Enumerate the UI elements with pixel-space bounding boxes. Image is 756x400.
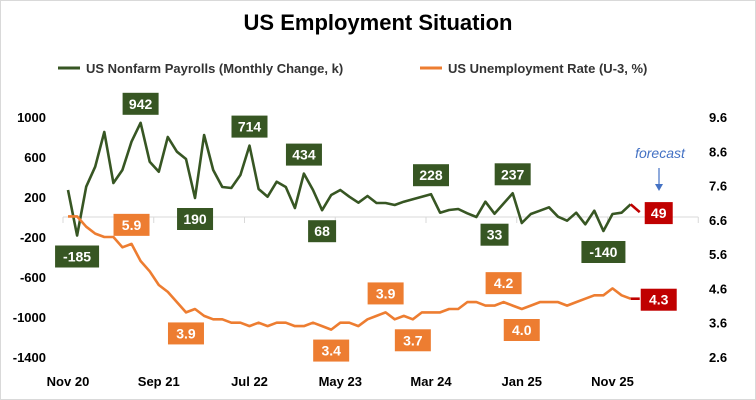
unemployment-data-label-box (313, 339, 350, 362)
forecast-arrow (655, 168, 663, 191)
unemployment-data-label-box (394, 329, 431, 352)
unemployment-data-label: 4.0 (503, 319, 540, 341)
unemployment-data-label-text: 4.2 (494, 275, 514, 291)
payrolls-data-label-box (177, 208, 214, 230)
unemployment-data-label: 4.2 (485, 272, 522, 295)
left-tick-label: -600 (20, 270, 46, 285)
unemployment-data-label: 3.9 (167, 322, 204, 345)
left-tick-label: 200 (24, 190, 46, 205)
left-tick-label: -200 (20, 230, 46, 245)
unemployment-data-label-text: 3.9 (376, 285, 396, 301)
arrow-down-icon (655, 184, 663, 191)
payrolls-data-label: 434 (285, 143, 322, 166)
x-tick-label: Nov 20 (47, 374, 90, 389)
payrolls-data-label-text: 68 (314, 223, 330, 239)
payrolls-data-label-text: 228 (419, 167, 443, 183)
unemployment-data-label-box (485, 272, 522, 295)
forecast-annotation: forecast (635, 145, 686, 161)
right-tick-label: 8.6 (709, 144, 727, 159)
right-tick-label: 5.6 (709, 247, 727, 262)
chart-title: US Employment Situation (244, 10, 513, 35)
payrolls-data-label-box (55, 245, 100, 268)
unemployment-forecast-label-text: 4.3 (649, 292, 669, 308)
payrolls-data-label-box (480, 223, 509, 246)
unemployment-data-label: 3.4 (313, 339, 350, 362)
x-tick-label: Mar 24 (410, 374, 452, 389)
payrolls-data-label: 237 (494, 163, 531, 186)
legend: US Nonfarm Payrolls (Monthly Change, k) … (58, 61, 647, 76)
unemployment-data-label-text: 3.7 (403, 332, 423, 348)
payrolls-data-label-text: -185 (63, 249, 91, 265)
payrolls-data-label: -140 (581, 241, 626, 263)
right-tick-label: 4.6 (709, 281, 727, 296)
left-tick-label: 1000 (17, 110, 46, 125)
payrolls-data-label: 942 (122, 92, 159, 115)
unemployment-data-label-text: 3.9 (176, 325, 196, 341)
unemployment-data-label-text: 5.9 (122, 217, 142, 233)
payrolls-forecast-label-box (644, 202, 673, 225)
payrolls-data-label-text: 33 (487, 227, 503, 243)
x-tick-label: Sep 21 (138, 374, 180, 389)
payrolls-data-label-text: 714 (238, 119, 262, 135)
unemployment-data-label: 3.7 (394, 329, 431, 352)
left-tick-label: -1000 (13, 310, 46, 325)
left-tick-label: -1400 (13, 350, 46, 365)
unemployment-data-label-text: 3.4 (321, 343, 341, 359)
payrolls-forecast-segment (629, 203, 641, 214)
right-tick-label: 6.6 (709, 213, 727, 228)
payrolls-data-label-box (231, 115, 268, 138)
payrolls-data-label: -185 (55, 245, 100, 268)
payrolls-data-label: 190 (177, 208, 214, 230)
unemployment-forecast-label: 4.3 (640, 288, 677, 311)
unemployment-data-label: 3.9 (367, 282, 404, 305)
payrolls-data-label-text: -140 (589, 244, 617, 260)
payrolls-data-label-box (122, 92, 159, 115)
payrolls-data-label: 714 (231, 115, 268, 138)
x-tick-label: May 23 (319, 374, 362, 389)
payrolls-data-label-box (308, 220, 337, 243)
unemployment-forecast-label-box (640, 288, 677, 311)
right-tick-label: 3.6 (709, 316, 727, 331)
unemployment-data-label-box (167, 322, 204, 345)
unemployment-data-label-box (367, 282, 404, 305)
payrolls-data-label: 228 (413, 164, 449, 187)
payrolls-data-label-box (494, 163, 531, 186)
x-tick-label: Jul 22 (231, 374, 268, 389)
payrolls-forecast-label: 49 (644, 202, 673, 225)
payrolls-data-label-text: 434 (292, 147, 316, 163)
unemployment-data-label-box (113, 213, 150, 236)
payrolls-data-label: 33 (480, 223, 509, 246)
payrolls-data-label-box (413, 164, 449, 187)
payrolls-data-label-box (581, 241, 626, 263)
right-tick-label: 7.6 (709, 179, 727, 194)
payrolls-line (66, 121, 632, 237)
payrolls-data-label-text: 190 (183, 211, 207, 227)
legend-label-payrolls: US Nonfarm Payrolls (Monthly Change, k) (86, 61, 343, 76)
unemployment-data-label: 5.9 (113, 213, 150, 236)
left-tick-label: 600 (24, 150, 46, 165)
unemployment-data-label-box (503, 319, 540, 341)
payrolls-data-label-text: 237 (501, 166, 525, 182)
legend-label-unemployment: US Unemployment Rate (U-3, %) (448, 61, 647, 76)
payrolls-forecast-label-text: 49 (651, 205, 667, 221)
payrolls-data-label-text: 942 (129, 96, 153, 112)
payrolls-data-label-box (285, 143, 322, 166)
payrolls-data-label: 68 (308, 220, 337, 243)
x-tick-label: Nov 25 (591, 374, 634, 389)
unemployment-data-label-text: 4.0 (512, 322, 532, 338)
right-tick-label: 2.6 (709, 350, 727, 365)
x-tick-label: Jan 25 (502, 374, 542, 389)
unemployment-line (68, 215, 632, 331)
right-tick-label: 9.6 (709, 110, 727, 125)
